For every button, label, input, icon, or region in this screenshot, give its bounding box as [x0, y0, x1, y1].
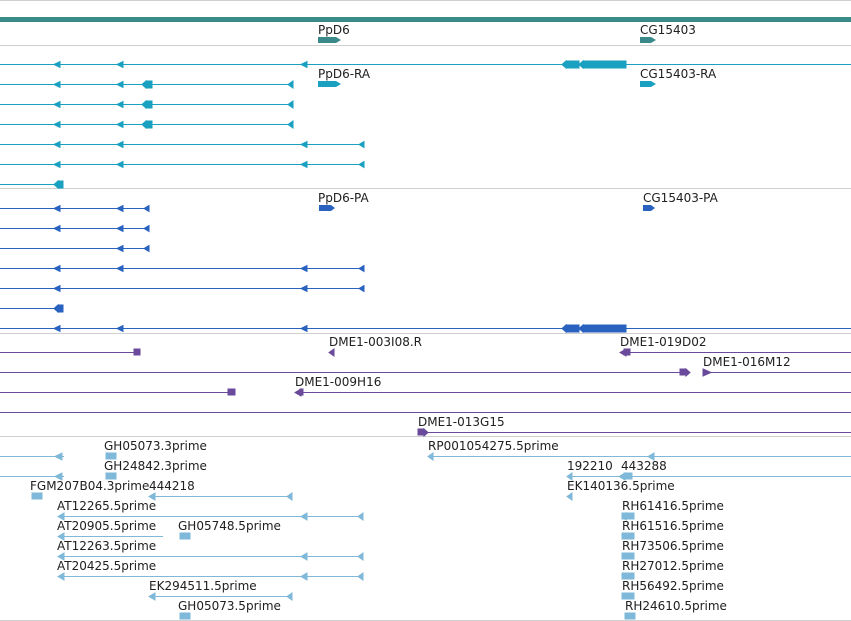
transcript-label-ppd6-ra[interactable]: PpD6-RA	[318, 67, 371, 81]
est-label-ek140136[interactable]: EK140136.5prime	[567, 479, 675, 493]
transcript-ppd6-ra-glyph[interactable]	[318, 81, 341, 87]
gene-label-ppd6[interactable]: PpD6	[318, 23, 350, 37]
est-label-ek294511[interactable]: EK294511.5prime	[149, 579, 257, 593]
clone-rows[interactable]	[0, 348, 851, 438]
transcript-label-cg15403-ra[interactable]: CG15403-RA	[640, 67, 717, 81]
clone-label-dme1-003i08[interactable]: DME1-003I08.R	[329, 335, 423, 349]
est-label-at12265[interactable]: AT12265.5prime	[57, 499, 157, 513]
clone-label-dme1-013g15[interactable]: DME1-013G15	[418, 415, 505, 429]
protein-rows[interactable]	[0, 204, 851, 334]
est-label-192210[interactable]: 192210	[567, 459, 613, 473]
transcript-cg15403-ra-glyph[interactable]	[640, 81, 656, 87]
gene-cg15403-glyph[interactable]	[640, 37, 656, 43]
gene-track-bar[interactable]	[0, 17, 851, 22]
est-label-at12263[interactable]: AT12263.5prime	[57, 539, 157, 553]
protein-ppd6-pa-glyph[interactable]	[319, 205, 335, 211]
est-label-rh61516[interactable]: RH61516.5prime	[622, 519, 724, 533]
est-label-fgm207b04[interactable]: FGM207B04.3prime	[30, 479, 150, 493]
gene-ppd6-glyph[interactable]	[318, 37, 341, 43]
est-label-gh05073-5prime[interactable]: GH05073.5prime	[178, 599, 281, 613]
est-label-gh24842[interactable]: GH24842.3prime	[104, 459, 207, 473]
est-label-rh27012[interactable]: RH27012.5prime	[622, 559, 724, 573]
est-rows[interactable]	[0, 452, 851, 620]
gene-label-cg15403[interactable]: CG15403	[640, 23, 696, 37]
est-label-443288[interactable]: 443288	[621, 459, 667, 473]
est-label-gh05073-3prime[interactable]: GH05073.3prime	[104, 439, 207, 453]
est-label-gh05748[interactable]: GH05748.5prime	[178, 519, 281, 533]
est-label-rh61416[interactable]: RH61416.5prime	[622, 499, 724, 513]
est-label-rh56492[interactable]: RH56492.5prime	[622, 579, 724, 593]
clone-label-dme1-019d02[interactable]: DME1-019D02	[620, 335, 707, 349]
transcript-rows[interactable]	[0, 59, 851, 190]
est-label-at20905[interactable]: AT20905.5prime	[57, 519, 157, 533]
est-label-rp001054275[interactable]: RP001054275.5prime	[428, 439, 559, 453]
clone-label-dme1-016m12[interactable]: DME1-016M12	[703, 355, 791, 369]
est-label-rh73506[interactable]: RH73506.5prime	[622, 539, 724, 553]
protein-label-ppd6-pa[interactable]: PpD6-PA	[318, 191, 369, 205]
est-label-444218[interactable]: 444218	[149, 479, 195, 493]
est-label-at20425[interactable]: AT20425.5prime	[57, 559, 157, 573]
protein-cg15403-pa-glyph[interactable]	[643, 205, 655, 211]
protein-label-cg15403-pa[interactable]: CG15403-PA	[643, 191, 718, 205]
est-label-rh24610[interactable]: RH24610.5prime	[625, 599, 727, 613]
clone-label-dme1-009h16[interactable]: DME1-009H16	[295, 375, 382, 389]
